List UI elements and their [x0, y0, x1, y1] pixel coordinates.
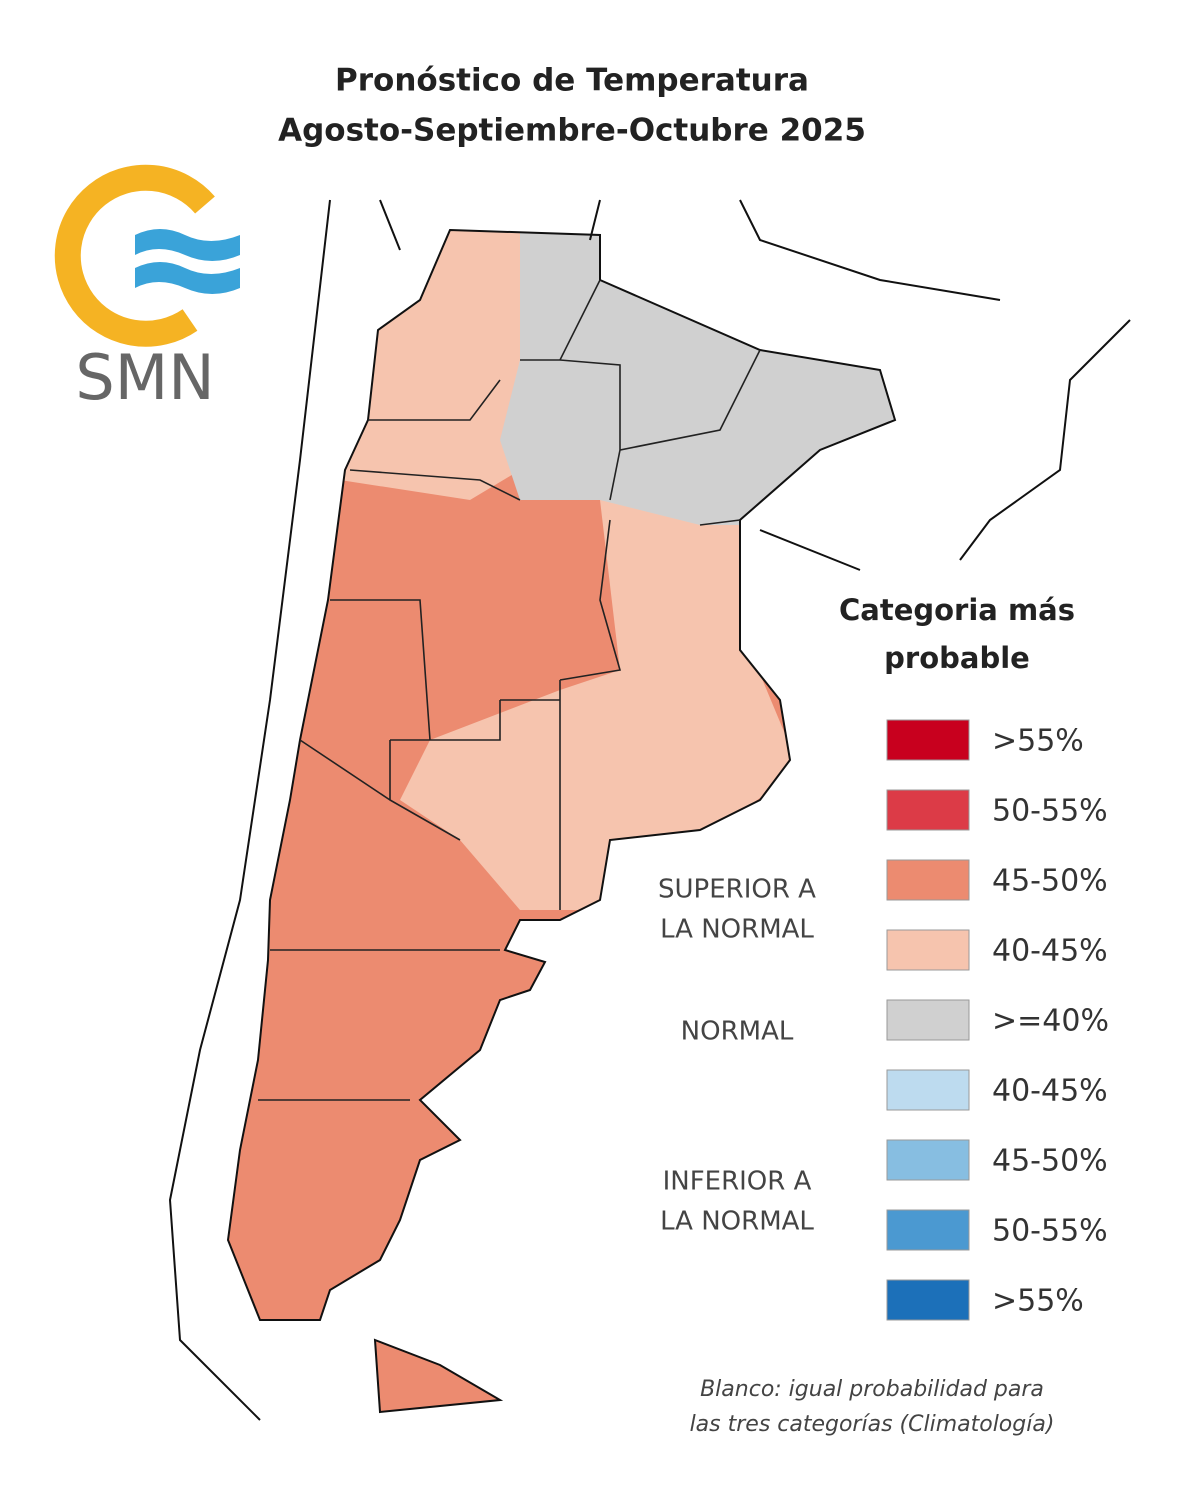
map-borders: [168, 199, 1131, 1421]
legend-group-label: LA NORMAL: [660, 915, 814, 945]
footnote: Blanco: igual probabilidad para: [700, 1377, 1044, 1402]
logo-wave: [135, 262, 240, 294]
region-40-45: [340, 230, 520, 500]
logo: SMN: [54, 164, 240, 414]
legend-group-label: SUPERIOR A: [658, 875, 816, 905]
legend-swatch: [886, 1279, 970, 1321]
map-subtitle: Agosto-Septiembre-Octubre 2025: [278, 113, 866, 149]
legend-swatch: [886, 1069, 970, 1111]
legend-swatch: [886, 719, 970, 761]
legend-title: probable: [884, 641, 1030, 675]
legend-label: >55%: [992, 1284, 1084, 1319]
legend-swatch: [886, 1209, 970, 1251]
legend-label: 40-45%: [992, 1074, 1108, 1109]
map-title: Pronóstico de Temperatura: [335, 63, 809, 99]
logo-wave: [135, 229, 240, 261]
legend-swatch: [886, 859, 970, 901]
legend-label: >55%: [992, 724, 1084, 759]
legend-swatch: [886, 1139, 970, 1181]
legend-swatch: [886, 999, 970, 1041]
region-normal: [500, 230, 895, 525]
logo-arc: [54, 164, 215, 347]
legend-label: 45-50%: [992, 1144, 1108, 1179]
legend: Categoria más probable >55% 50-55% 45-50% 4…: [658, 593, 1109, 1321]
logo-text: SMN: [75, 341, 214, 414]
legend-label: 45-50%: [992, 864, 1108, 899]
legend-group-label: NORMAL: [681, 1017, 794, 1047]
legend-group-label: LA NORMAL: [660, 1207, 814, 1237]
legend-label: >=40%: [992, 1004, 1109, 1039]
legend-label: 40-45%: [992, 934, 1108, 969]
legend-title: Categoria más: [839, 593, 1075, 627]
region-40-45: [400, 500, 800, 910]
legend-swatch: [886, 789, 970, 831]
legend-label: 50-55%: [992, 1214, 1108, 1249]
legend-label: 50-55%: [992, 794, 1108, 829]
legend-group-label: INFERIOR A: [663, 1167, 812, 1197]
legend-swatch: [886, 929, 970, 971]
footnote: las tres categorías (Climatología): [690, 1412, 1055, 1437]
